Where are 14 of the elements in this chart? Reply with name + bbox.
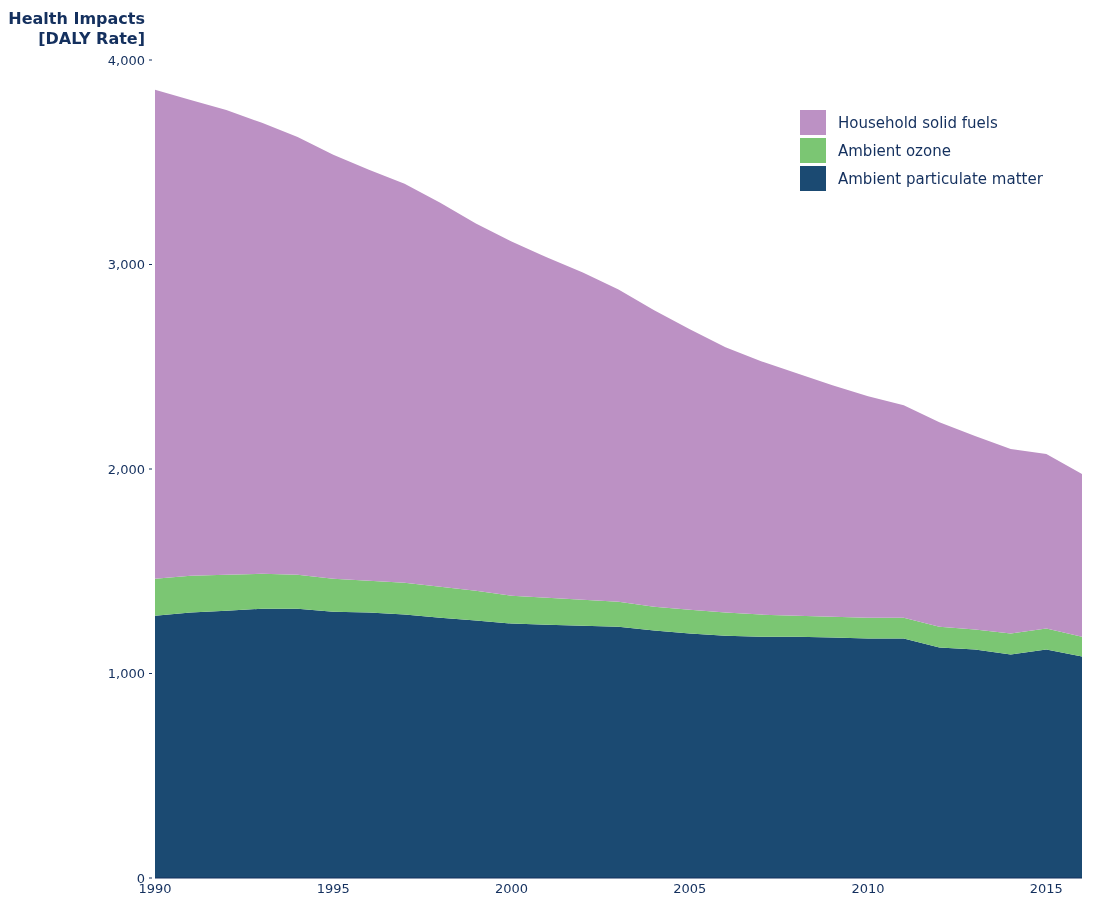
legend-label: Ambient ozone	[838, 142, 951, 161]
y-tick-label: 2,000	[107, 461, 145, 477]
x-tick-label: 2005	[673, 881, 707, 896]
x-tick-label: 2000	[494, 881, 529, 896]
x-tick-label: 2015	[1029, 881, 1063, 896]
x-tick-label: 1995	[316, 881, 350, 896]
x-tick-label: 1990	[138, 881, 172, 896]
y-tick-label: 3,000	[107, 257, 145, 273]
y-tick-label: 1,000	[107, 666, 145, 682]
y-axis-title: Health Impacts [DALY Rate]	[8, 9, 145, 48]
legend-label: Ambient particulate matter	[838, 170, 1044, 189]
x-tick-label: 2010	[851, 881, 885, 896]
y-tick-label: 4,000	[107, 52, 145, 68]
legend-label: Household solid fuels	[838, 114, 998, 133]
